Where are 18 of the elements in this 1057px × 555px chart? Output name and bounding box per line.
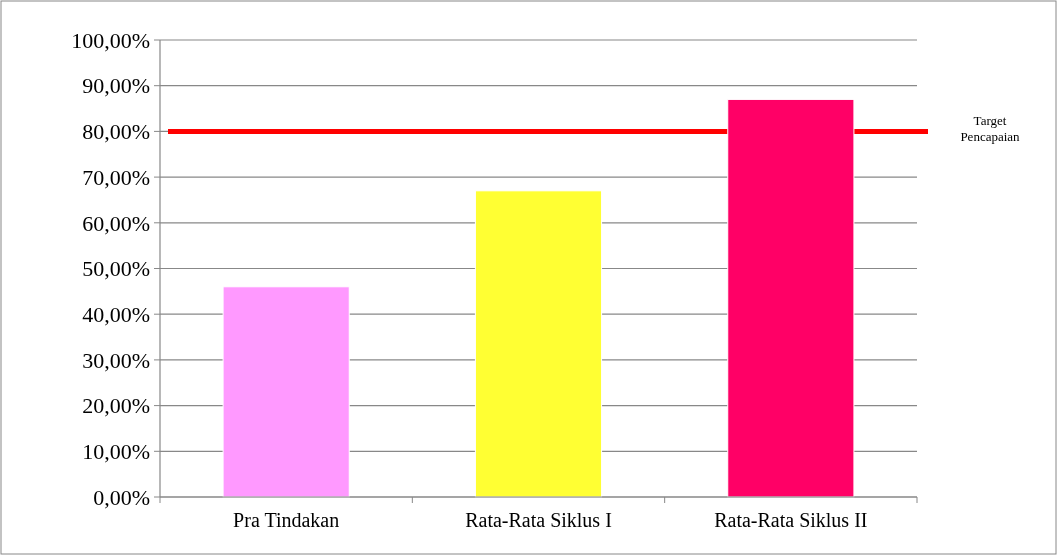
y-tick-label: 60,00% [82,210,150,236]
y-tick-label: 30,00% [82,347,150,373]
y-tick-label: 90,00% [82,73,150,99]
y-tick-label: 80,00% [82,119,150,145]
y-tick-label: 100,00% [71,27,150,53]
x-tick-label: Rata-Rata Siklus I [465,509,612,531]
bar [727,98,855,498]
bar [474,190,603,498]
ref-line-label: Target Pencapaian [960,113,1021,145]
x-tick-label: Rata-Rata Siklus II [714,509,868,531]
x-tick-label: Pra Tindakan [233,509,340,531]
bar [222,286,350,498]
y-tick-label: 0,00% [93,484,150,510]
y-tick-label: 40,00% [82,301,150,327]
y-tick-label: 20,00% [82,393,150,419]
y-tick-label: 70,00% [82,164,150,190]
y-tick-label: 10,00% [82,439,150,464]
y-tick-label: 50,00% [82,256,150,282]
